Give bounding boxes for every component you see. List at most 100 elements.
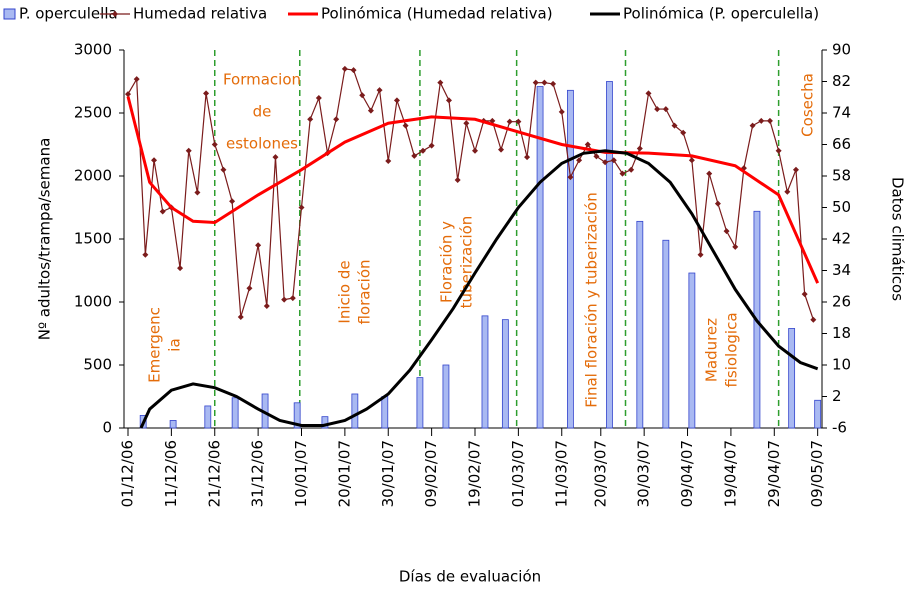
bar: [293, 402, 301, 429]
y2-tick-label: 82: [832, 72, 851, 90]
marker: [272, 154, 279, 161]
marker: [142, 251, 149, 258]
stage-label: Madurez: [703, 318, 721, 382]
bar: [662, 239, 670, 429]
marker: [593, 153, 600, 160]
marker: [133, 76, 140, 83]
stage-label: floración: [356, 259, 374, 324]
y2-tick-label: 18: [832, 324, 851, 342]
bar: [606, 81, 613, 429]
marker: [367, 107, 374, 114]
marker: [654, 106, 661, 113]
x-tick-label: 19/04/07: [721, 440, 739, 507]
stage-label: ia: [166, 338, 184, 351]
marker: [281, 296, 288, 303]
marker: [298, 204, 305, 211]
bar: [169, 420, 177, 429]
line: [127, 68, 814, 320]
marker: [619, 170, 626, 177]
stage-label: Formacion: [223, 71, 301, 89]
x-tick-label: 01/03/07: [509, 440, 527, 507]
marker: [766, 117, 773, 124]
marker: [784, 188, 791, 195]
x-tick-label: 29/04/07: [765, 440, 783, 507]
y2-axis-title: Datos climáticos: [889, 177, 907, 301]
marker: [185, 147, 192, 154]
marker: [454, 176, 461, 183]
marker: [645, 90, 652, 97]
stage-label: Emergenc: [146, 307, 164, 383]
y2-tick-label: 50: [832, 198, 851, 216]
marker: [359, 92, 366, 99]
bar: [501, 319, 509, 429]
stage-label: tuberización: [458, 216, 476, 309]
bar: [321, 416, 329, 429]
y2-tick-label: 26: [832, 293, 851, 311]
marker: [723, 228, 730, 235]
stage-label: Final floración y tuberización: [583, 192, 601, 407]
bar: [351, 393, 359, 429]
y2-tick-label: 66: [832, 135, 851, 153]
stage-label: Inicio de: [336, 260, 354, 323]
y-tick-label: 1000: [74, 293, 112, 311]
marker: [315, 95, 322, 102]
x-tick-label: 19/02/07: [466, 440, 484, 507]
marker: [411, 152, 418, 159]
y-tick-label: 3000: [74, 41, 112, 59]
x-axis-title: Días de evaluación: [399, 568, 541, 586]
x-tick-label: 01/12/06: [119, 440, 137, 507]
marker: [688, 157, 695, 164]
trend-line: [139, 149, 819, 429]
marker: [385, 158, 392, 165]
y-tick-label: 1500: [74, 230, 112, 248]
stage-label: estolones: [226, 135, 298, 153]
y2-tick-label: 34: [832, 261, 851, 279]
marker: [437, 79, 444, 86]
y2-tick-label: -6: [832, 419, 847, 437]
stage-label: Floración y: [438, 221, 456, 303]
x-tick-label: 10/01/07: [292, 440, 310, 507]
marker: [610, 157, 617, 164]
legend-label: Polinómica (Humedad relativa): [321, 5, 553, 23]
y2-tick-label: 74: [832, 104, 851, 122]
bar: [231, 397, 239, 429]
marker: [532, 79, 539, 86]
x-tick-label: 30/01/07: [379, 440, 397, 507]
bar: [481, 315, 489, 429]
x-tick-label: 31/12/06: [249, 440, 267, 507]
marker: [810, 316, 817, 323]
legend-label: Polinómica (P. operculella): [623, 5, 819, 23]
marker: [151, 157, 158, 164]
marker: [567, 174, 574, 181]
marker: [636, 145, 643, 152]
y2-tick-label: 90: [832, 41, 851, 59]
legend-swatch: [3, 8, 16, 20]
bar: [814, 399, 822, 429]
y-tick-label: 0: [102, 419, 112, 437]
marker: [550, 80, 557, 87]
y2-tick-label: 42: [832, 230, 851, 248]
marker: [211, 141, 218, 148]
x-tick-label: 20/01/07: [335, 440, 353, 507]
marker: [758, 117, 765, 124]
marker: [194, 189, 201, 196]
marker: [159, 208, 166, 215]
marker: [602, 159, 609, 166]
marker: [680, 129, 687, 136]
marker: [220, 166, 227, 173]
marker: [125, 91, 131, 98]
y-tick-label: 2000: [74, 167, 112, 185]
x-tick-label: 20/03/07: [591, 440, 609, 507]
marker: [558, 108, 565, 115]
marker: [229, 198, 236, 205]
marker: [792, 166, 799, 173]
marker: [246, 285, 253, 292]
marker: [662, 106, 669, 113]
bar: [536, 86, 544, 429]
y2-tick-label: 10: [832, 356, 851, 374]
x-tick-label: 09/05/07: [808, 440, 826, 507]
marker: [515, 118, 522, 125]
marker: [498, 146, 505, 153]
marker: [714, 200, 721, 207]
